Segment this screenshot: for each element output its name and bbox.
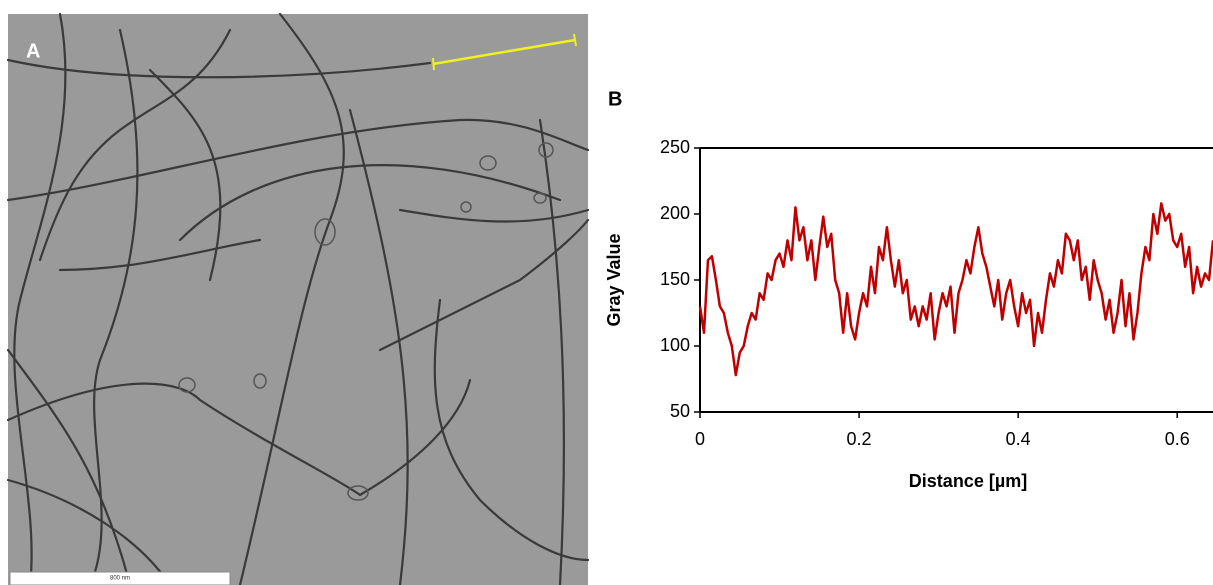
- fibrils: [6, 12, 590, 585]
- y-axis-title: Gray Value: [604, 233, 624, 326]
- panel-label: B: [608, 88, 622, 110]
- micrograph: [8, 14, 588, 585]
- scale-end: [432, 57, 435, 71]
- y-tick-label: 50: [670, 401, 690, 421]
- y-tick-label: 100: [660, 335, 690, 355]
- x-axis-title: Distance [µm]: [909, 471, 1027, 491]
- x-tick-label: 0.2: [847, 429, 872, 449]
- y-tick-label: 200: [660, 203, 690, 223]
- y-tick-label: 250: [660, 137, 690, 157]
- panel-label: A: [26, 40, 40, 62]
- x-tick-label: 0.4: [1006, 429, 1031, 449]
- data-line: [698, 202, 1213, 377]
- x-tick-label: 0: [695, 429, 705, 449]
- scale-end: [573, 33, 577, 47]
- x-tick-label: 0.6: [1165, 429, 1190, 449]
- y-tick-label: 150: [660, 269, 690, 289]
- scale-text: 800 nm: [110, 576, 130, 582]
- scale-line: [432, 38, 576, 66]
- vesicles: [178, 142, 554, 501]
- scale-box: [9, 571, 231, 585]
